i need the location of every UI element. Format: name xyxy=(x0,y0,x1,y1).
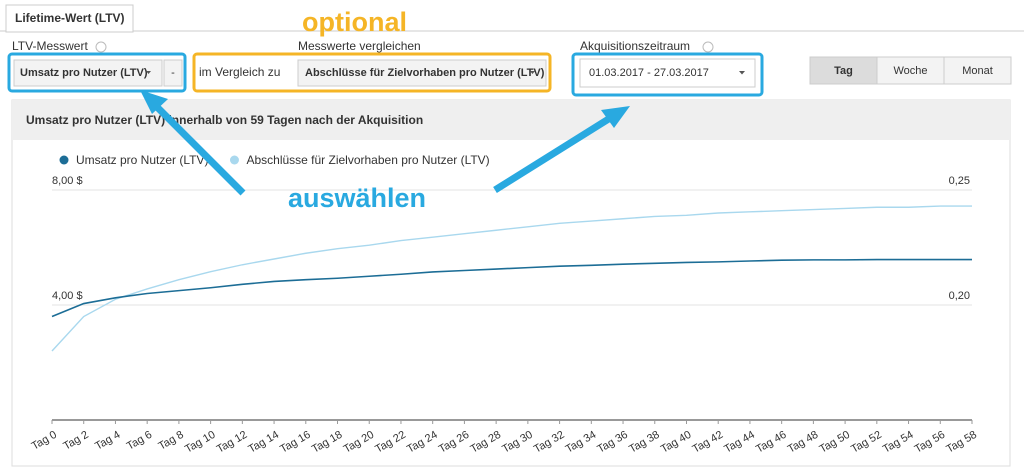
series-line xyxy=(51,258,972,318)
chart-title: Umsatz pro Nutzer (LTV) innerhalb von 59… xyxy=(26,113,423,127)
metric-label: LTV-Messwert xyxy=(12,39,88,53)
highlight-box xyxy=(571,52,764,97)
arrow-head xyxy=(140,90,168,114)
granularity-label: Woche xyxy=(893,65,927,77)
granularity-button[interactable] xyxy=(876,56,945,85)
arrow xyxy=(147,97,246,196)
metric-extra: - xyxy=(171,67,175,79)
highlight-box xyxy=(192,52,552,93)
y-tick-label: 8,00 $ xyxy=(52,175,83,187)
compare-label: Messwerte vergleichen xyxy=(298,39,421,53)
metric-extra-button[interactable] xyxy=(163,59,183,87)
legend-label: Abschlüsse für Zielvorhaben pro Nutzer (… xyxy=(246,153,489,167)
y-tick-label: 4,00 $ xyxy=(52,290,83,302)
help-icon[interactable] xyxy=(95,41,107,53)
range-value: 01.03.2017 - 27.03.2017 xyxy=(589,67,709,79)
granularity-label: Monat xyxy=(962,65,993,77)
help-icon[interactable] xyxy=(702,41,714,53)
caret xyxy=(739,71,745,75)
metric-value: Umsatz pro Nutzer (LTV) xyxy=(20,67,148,79)
annotation-optional: optional xyxy=(302,7,407,37)
caret xyxy=(530,71,535,74)
compare-dropdown[interactable] xyxy=(297,59,547,87)
tab-label: Lifetime-Wert (LTV) xyxy=(15,11,125,25)
granularity-button[interactable] xyxy=(943,56,1012,85)
caret xyxy=(146,71,151,74)
highlight-box xyxy=(7,52,187,93)
range-dropdown[interactable] xyxy=(579,58,756,88)
series-line xyxy=(51,205,972,352)
y2-tick-label: 0,20 xyxy=(949,290,970,302)
range-label: Akquisitionszeitraum xyxy=(580,39,690,53)
legend-marker xyxy=(59,155,69,165)
legend-label: Umsatz pro Nutzer (LTV) xyxy=(76,153,208,167)
arrow-head xyxy=(601,106,630,128)
chart-panel xyxy=(11,99,1011,467)
tab[interactable] xyxy=(5,4,134,33)
granularity-group: Tag Woche Monat xyxy=(809,56,1012,85)
compare-value: Abschlüsse für Zielvorhaben pro Nutzer (… xyxy=(305,67,545,79)
granularity-label: Tag xyxy=(834,65,853,77)
y2-tick-label: 0,25 xyxy=(949,175,970,187)
annotation-select: auswählen xyxy=(288,183,426,213)
arrow xyxy=(493,112,617,193)
legend-marker xyxy=(229,155,239,165)
compare-prefix: im Vergleich zu xyxy=(199,65,280,79)
chart-header xyxy=(12,100,1010,140)
metric-dropdown[interactable] xyxy=(13,59,163,87)
